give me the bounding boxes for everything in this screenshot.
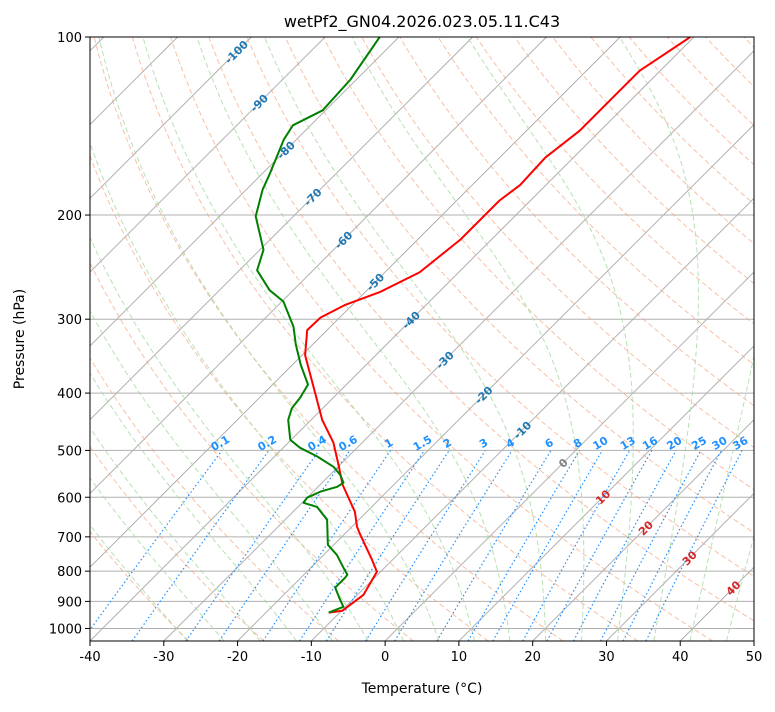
plot-background: [90, 37, 754, 641]
y-tick-label: 1000: [49, 622, 82, 637]
y-tick-label: 600: [57, 491, 82, 506]
chart-title: wetPf2_GN04.2026.023.05.11.C43: [284, 12, 560, 32]
y-axis-label: Pressure (hPa): [12, 289, 28, 389]
y-tick-label: 800: [57, 565, 82, 580]
y-tick-label: 500: [57, 444, 82, 459]
x-tick-label: 10: [451, 650, 468, 665]
x-tick-label: -10: [301, 650, 322, 665]
y-tick-label: 400: [57, 387, 82, 402]
y-tick-label: 200: [57, 209, 82, 224]
x-tick-label: -40: [79, 650, 100, 665]
x-tick-label: 30: [598, 650, 615, 665]
x-axis-label: Temperature (°C): [361, 681, 483, 697]
x-tick-label: -20: [227, 650, 248, 665]
x-tick-label: -30: [153, 650, 174, 665]
y-tick-label: 100: [57, 31, 82, 46]
x-tick-label: 50: [746, 650, 763, 665]
y-tick-label: 700: [57, 531, 82, 546]
x-tick-label: 20: [524, 650, 541, 665]
y-tick-label: 900: [57, 595, 82, 610]
y-tick-label: 300: [57, 313, 82, 328]
x-tick-label: 40: [672, 650, 689, 665]
isotherm-line: [754, 37, 775, 641]
x-tick-label: 0: [381, 650, 389, 665]
